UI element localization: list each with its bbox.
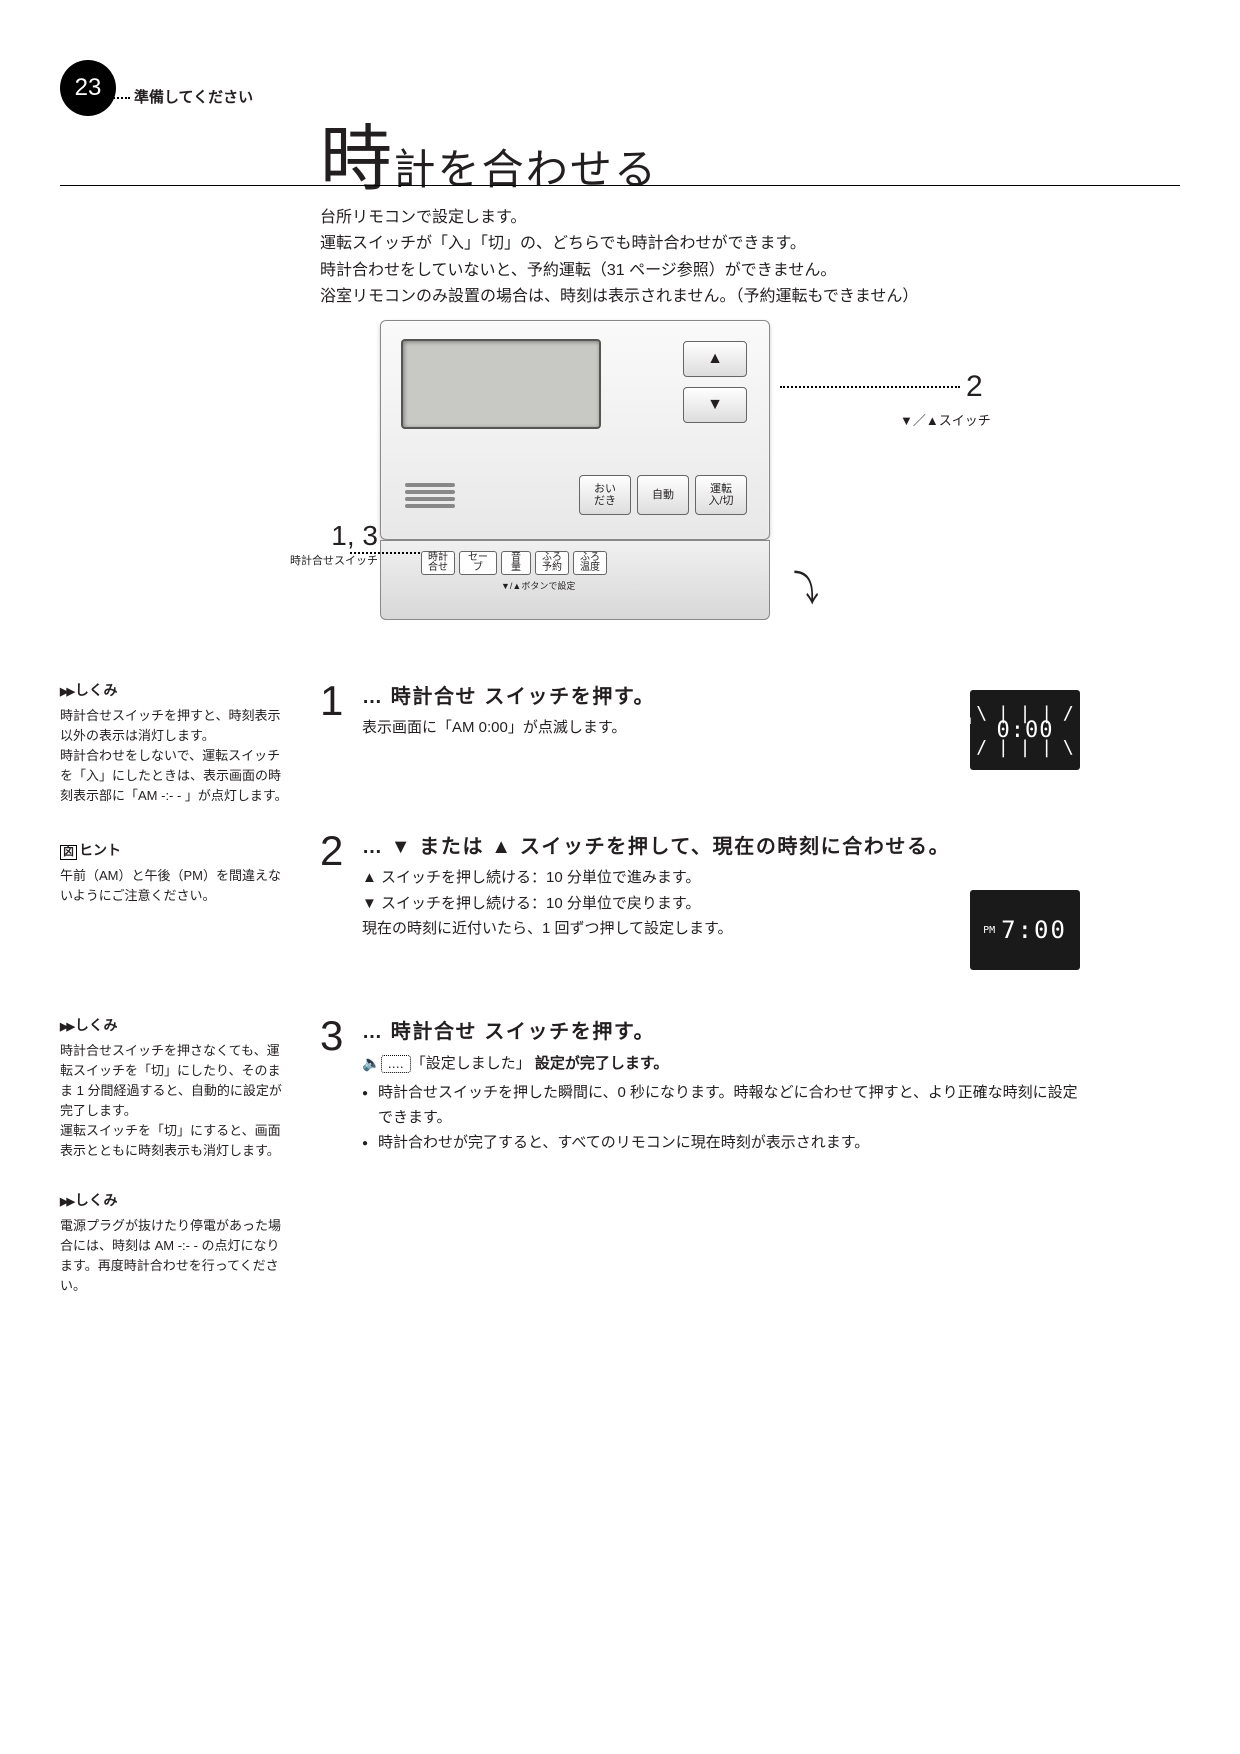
step-desc: 表示画面に「AM 0:00」が点滅します。 [362,715,940,741]
sidebar-head-text: しくみ [75,682,118,698]
sidebar-head-text: しくみ [75,1017,118,1033]
lcd-am-label: AM [960,717,971,727]
remote-updown-group: ▲ ▼ [683,341,747,433]
step-title: … 時計合せ スイッチを押す。 [362,1015,1080,1044]
lcd-display-2: PM 7:00 [970,890,1080,970]
callout-2-leader [780,386,960,388]
sidebar-head-text: ヒント [79,842,121,858]
page-number: 23 [60,60,116,116]
intro-line: 時計合わせをしていないと、予約運転（31 ページ参照）ができません。 [320,258,918,284]
step-number: 2 [320,830,350,872]
remote-main-buttons: おい だき 自動 運転 入/切 [579,475,747,515]
step-3: 3 … 時計合せ スイッチを押す。 🔈‥‥「設定しました」 設定が完了します。 … [320,1015,1080,1155]
step-2: 2 … ▼ または ▲ スイッチを押して、現在の時刻に合わせる。 ▲ スイッチを… [320,830,1080,942]
up-button[interactable]: ▲ [683,341,747,377]
sidebar-head-text: しくみ [75,1192,118,1208]
sidebar-block-4: ▶▶しくみ 電源プラグが抜けたり停電があった場合には、時刻は AM -:- - … [60,1190,290,1296]
voice-text: 「設定しました」 [411,1055,531,1072]
bullet-item: 時計合わせが完了すると、すべてのリモコンに現在時刻が表示されます。 [362,1131,1080,1156]
remote-illustration: ▲ ▼ おい だき 自動 運転 入/切 [380,320,770,540]
callout-13: 1, 3 時計合せスイッチ [290,520,378,568]
step-desc-line: ▲ スイッチを押し続ける：10 分単位で進みます。 [362,865,1080,891]
step-title: … 時計合せ スイッチを押す。 [362,680,940,709]
title-rest: 計を合わせる [393,136,658,197]
lcd-ticks: / | | | \ [976,743,1074,752]
remote-sub-panel: 時計 合せ セーブ 音量 ふろ 予約 ふろ 温度 ▼/▲ボタンで設定 [380,540,770,620]
title-large-char: 時 [320,100,393,205]
sidebar-body: 時計合せスイッチを押すと、時刻表示以外の表示は消灯します。 時計合わせをしないで… [60,706,290,807]
voice-after: 設定が完了します。 [531,1055,669,1072]
step-title: … ▼ または ▲ スイッチを押して、現在の時刻に合わせる。 [362,830,1080,859]
power-button[interactable]: 運転 入/切 [695,475,747,515]
voice-confirm: 🔈‥‥「設定しました」 設定が完了します。 [362,1052,1080,1073]
step-1: 1 … 時計合せ スイッチを押す。 表示画面に「AM 0:00」が点滅します。 [320,680,940,741]
breadcrumb: 準備してください [110,86,253,107]
sidebar-block-2: 囟ヒント 午前（AM）と午後（PM）を間違えないようにご注意ください。 [60,840,290,906]
sidebar-body: 時計合せスイッチを押さなくても、運転スイッチを「切」にしたり、そのまま 1 分間… [60,1041,290,1162]
intro-line: 浴室リモコンのみ設置の場合は、時刻は表示されません。（予約運転もできません） [320,284,918,310]
callout-2: 2 [780,370,983,404]
down-button[interactable]: ▼ [683,387,747,423]
save-button[interactable]: セーブ [459,551,497,575]
auto-button[interactable]: 自動 [637,475,689,515]
callout-2-number: 2 [966,370,983,404]
sidebar-body: 午前（AM）と午後（PM）を間違えないようにご注意ください。 [60,866,290,906]
sidebar-block-1: ▶▶しくみ 時計合せスイッチを押すと、時刻表示以外の表示は消灯します。 時計合わ… [60,680,290,806]
step-number: 1 [320,680,350,722]
sidebar-head: ▶▶しくみ [60,680,290,702]
bath-reserve-button[interactable]: ふろ 予約 [535,551,569,575]
sidebar-body: 電源プラグが抜けたり停電があった場合には、時刻は AM -:- - の点灯になり… [60,1216,290,1297]
sidebar-head: ▶▶しくみ [60,1190,290,1212]
callout-2-label: ▼／▲スイッチ [900,410,991,429]
sub-button-note: ▼/▲ボタンで設定 [501,579,575,592]
page-title: 時計を合わせる [320,100,658,205]
callout-13-leader [350,552,420,554]
remote-screen [401,339,601,429]
sidebar-head: ▶▶しくみ [60,1015,290,1037]
callout-13-label: 時計合せスイッチ [290,552,378,568]
oidaki-button[interactable]: おい だき [579,475,631,515]
bath-temp-button[interactable]: ふろ 温度 [573,551,607,575]
panel-open-arrow: ⤵ [793,560,818,612]
sidebar-block-3: ▶▶しくみ 時計合せスイッチを押さなくても、運転スイッチを「切」にしたり、そのま… [60,1015,290,1162]
clock-set-button[interactable]: 時計 合せ [421,551,455,575]
lcd-pm-label: PM [983,925,995,936]
intro-text: 台所リモコンで設定します。 運転スイッチが「入」「切」の、どちらでも時計合わせが… [320,205,918,311]
speaker-icon [405,480,455,511]
intro-line: 台所リモコンで設定します。 [320,205,918,231]
hint-icon: 囟 [60,845,77,860]
callout-13-number: 1, 3 [290,520,378,552]
step-number: 3 [320,1015,350,1057]
lcd-time: 7:00 [1001,916,1067,944]
speaker-small-icon: 🔈 [362,1055,381,1072]
bullet-item: 時計合せスイッチを押した瞬間に、0 秒になります。時報などに合わせて押すと、より… [362,1081,1080,1131]
remote-sub-buttons: 時計 合せ セーブ 音量 ふろ 予約 ふろ 温度 [421,551,607,575]
title-rule [60,185,1180,186]
voice-bubble: ‥‥ [381,1055,411,1073]
intro-line: 運転スイッチが「入」「切」の、どちらでも時計合わせができます。 [320,231,918,257]
sidebar-head: 囟ヒント [60,840,290,862]
lcd-ticks: \ | | | / [976,709,1074,718]
step-bullets: 時計合せスイッチを押した瞬間に、0 秒になります。時報などに合わせて押すと、より… [362,1081,1080,1155]
lcd-display-1: \ | | | / AM 0:00 / | | | \ [970,690,1080,770]
volume-button[interactable]: 音量 [501,551,531,575]
